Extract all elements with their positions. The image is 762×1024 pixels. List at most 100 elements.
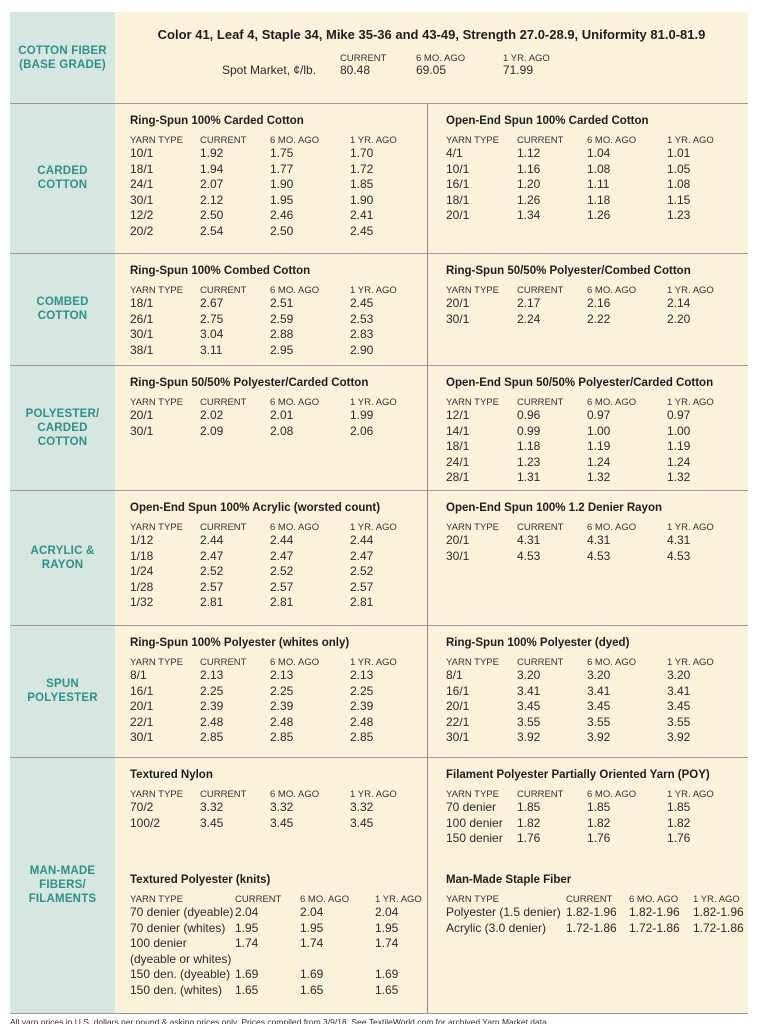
- price: 2.83: [350, 327, 374, 341]
- column-header: YARN TYPE: [130, 135, 183, 146]
- spot-label: Spot Market, ¢/lb.: [222, 63, 317, 77]
- price: 2.44: [350, 533, 374, 547]
- price: 2.54: [200, 223, 224, 238]
- yarn-type: 20/1: [130, 408, 154, 422]
- price: 0.96: [517, 408, 541, 422]
- price: 2.25: [350, 683, 374, 698]
- price: 0.97: [667, 408, 691, 422]
- price: 2.85: [350, 730, 374, 744]
- column-header: 6 MO. AGO: [300, 894, 350, 905]
- spot-value: 80.48: [340, 63, 371, 77]
- price: 2.67: [200, 296, 224, 310]
- price: 1.08: [587, 161, 611, 176]
- price: 1.76: [667, 831, 691, 845]
- price: 3.20: [517, 668, 541, 682]
- price: 4.31: [587, 533, 611, 547]
- price: 1.72-1.86: [629, 920, 680, 935]
- panel-title: Ring-Spun 100% Polyester (whites only): [130, 637, 350, 649]
- panel-title: Open-End Spun 100% Carded Cotton: [446, 115, 649, 127]
- price: 1.76: [587, 831, 611, 845]
- column-header: CURRENT: [200, 657, 247, 668]
- left-band: [10, 12, 115, 1013]
- spot-column-header: 1 YR. AGO: [503, 53, 550, 64]
- yarn-type: 20/1: [446, 699, 470, 713]
- yarn-type: Polyester (1.5 denier): [446, 905, 561, 919]
- price: 2.85: [270, 730, 294, 744]
- price: 1.08: [667, 177, 691, 191]
- price: 1.72-1.86: [566, 920, 617, 935]
- yarn-type: 24/1: [446, 454, 470, 469]
- yarn-type: 38/1: [130, 342, 154, 357]
- column-header: 1 YR. AGO: [350, 522, 397, 533]
- column-header: 6 MO. AGO: [629, 894, 679, 905]
- price: 2.88: [270, 327, 294, 341]
- column-header: 6 MO. AGO: [270, 285, 320, 296]
- column-header: CURRENT: [200, 522, 247, 533]
- price: 1.82-1.96: [629, 905, 680, 919]
- column-header: YARN TYPE: [446, 397, 499, 408]
- price: 2.45: [350, 296, 374, 310]
- spot-column-header: 6 MO. AGO: [416, 53, 466, 64]
- price: 2.13: [270, 668, 294, 682]
- column-header: CURRENT: [517, 397, 564, 408]
- price: 1.65: [300, 982, 324, 997]
- section-separator: [10, 1013, 748, 1014]
- column-header: YARN TYPE: [130, 894, 183, 905]
- price: 4.31: [517, 533, 541, 547]
- price: 2.47: [350, 548, 374, 563]
- column-header: YARN TYPE: [446, 285, 499, 296]
- section-separator: [10, 253, 748, 254]
- price: 1.34: [517, 208, 541, 222]
- column-header: 6 MO. AGO: [587, 397, 637, 408]
- header-label: COTTON FIBER (BASE GRADE): [18, 44, 107, 71]
- price: 4.53: [667, 548, 691, 563]
- column-header: CURRENT: [566, 894, 613, 905]
- yarn-type: 30/1: [130, 192, 154, 207]
- yarn-type: 20/1: [130, 699, 154, 713]
- price: 1.77: [270, 161, 294, 176]
- price: 1.00: [587, 423, 611, 438]
- column-header: CURRENT: [517, 285, 564, 296]
- yarn-type: 16/1: [130, 683, 154, 698]
- yarn-type: 8/1: [446, 668, 463, 682]
- column-header: YARN TYPE: [130, 522, 183, 533]
- column-header: CURRENT: [517, 522, 564, 533]
- price: 1.85: [587, 800, 611, 814]
- price: 4.53: [517, 548, 541, 563]
- price: 2.57: [350, 579, 374, 594]
- yarn-type: 28/1: [446, 470, 470, 484]
- price: 1.26: [517, 192, 541, 207]
- price: 2.75: [200, 311, 224, 326]
- price: 2.81: [350, 595, 374, 609]
- price: 1.82: [587, 815, 611, 830]
- price: 2.25: [200, 683, 224, 698]
- price: 1.85: [517, 800, 541, 814]
- price: 1.05: [667, 161, 691, 176]
- column-header: CURRENT: [200, 397, 247, 408]
- price: 1.92: [200, 146, 224, 160]
- yarn-type: 20/1: [446, 208, 470, 222]
- column-header: 1 YR. AGO: [667, 397, 714, 408]
- column-header: 1 YR. AGO: [375, 894, 422, 905]
- spot-value: 71.99: [503, 63, 534, 77]
- price: 1.74: [235, 936, 259, 950]
- price: 3.41: [667, 683, 691, 698]
- price: 1.69: [235, 967, 259, 981]
- section-label: ACRYLIC & RAYON: [30, 544, 95, 571]
- price: 3.45: [667, 699, 691, 713]
- yarn-type: 150 den. (dyeable): [130, 967, 231, 981]
- column-header: 1 YR. AGO: [693, 894, 740, 905]
- yarn-type: 1/28: [130, 579, 154, 594]
- price: 1.32: [587, 470, 611, 484]
- price: 3.45: [517, 699, 541, 713]
- panel-title: Open-End Spun 100% 1.2 Denier Rayon: [446, 502, 662, 514]
- price: 1.12: [517, 146, 541, 160]
- price: 1.76: [517, 831, 541, 845]
- price: 3.55: [667, 714, 691, 729]
- price: 3.20: [587, 668, 611, 682]
- price: 2.95: [270, 342, 294, 357]
- price: 2.90: [350, 342, 374, 357]
- column-header: CURRENT: [517, 789, 564, 800]
- price: 1.11: [587, 177, 610, 191]
